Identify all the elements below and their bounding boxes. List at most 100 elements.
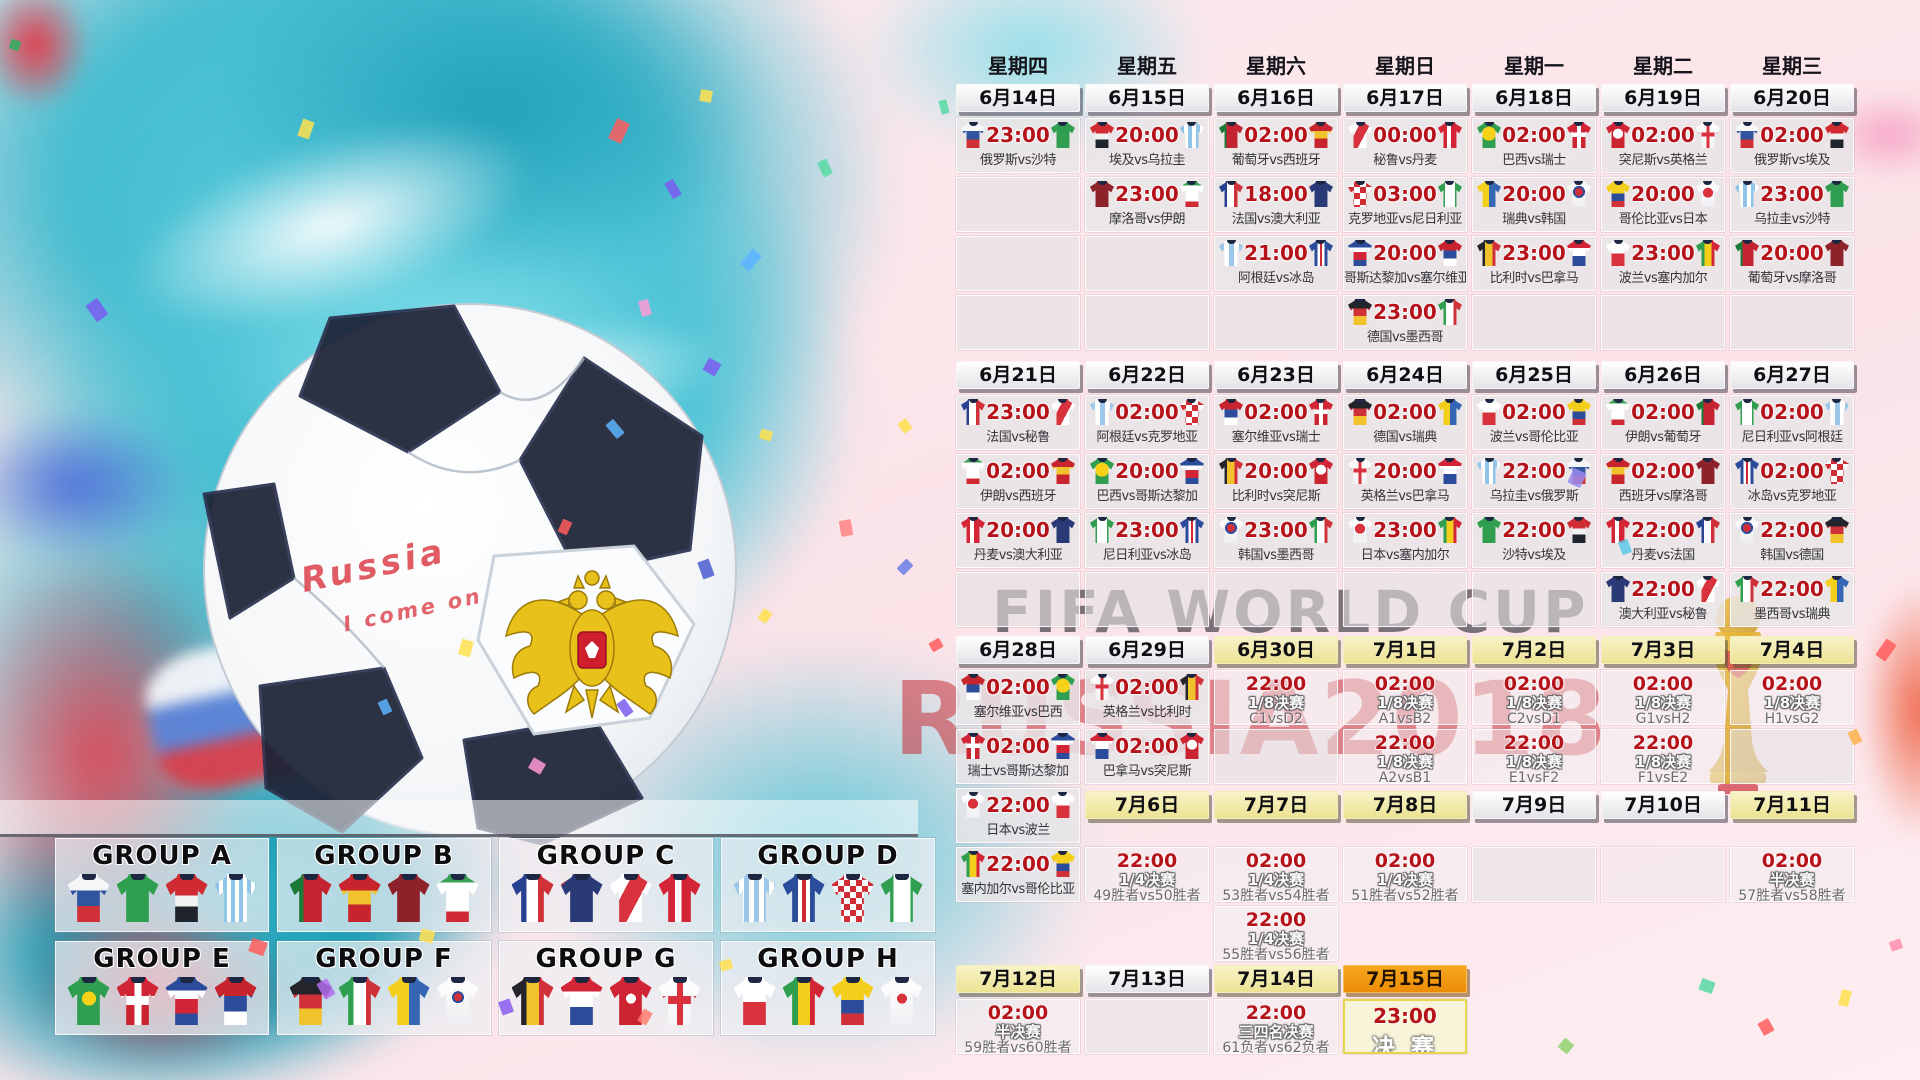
match-top-row: 20:00 bbox=[1602, 178, 1724, 207]
date-header: 7月15日 bbox=[1343, 965, 1467, 993]
match-name: 摩洛哥vs伊朗 bbox=[1109, 212, 1185, 227]
match-top-row: 21:00 bbox=[1215, 237, 1337, 266]
match-cell: 20:00 埃及vs乌拉圭 bbox=[1085, 118, 1209, 173]
jersey-collar bbox=[1097, 674, 1107, 678]
match-time: 20:00 bbox=[1244, 459, 1308, 483]
match-time: 02:00 bbox=[1244, 123, 1308, 147]
match-top-row: 22:00 bbox=[1602, 573, 1724, 602]
knockout-time: 02:00 bbox=[1374, 850, 1436, 872]
home-jersey-icon bbox=[1606, 576, 1630, 602]
match-top-row: 22:00 bbox=[1731, 573, 1853, 602]
jersey-collar bbox=[845, 874, 860, 880]
home-jersey-icon bbox=[1090, 674, 1114, 700]
date-header: 6月24日 bbox=[1343, 361, 1467, 389]
knockout-stage: 1/8决赛 bbox=[1376, 753, 1434, 771]
knockout-time: 02:00 bbox=[1503, 673, 1565, 695]
jersey-collar bbox=[1703, 576, 1713, 580]
match-name: 葡萄牙vs摩洛哥 bbox=[1747, 271, 1837, 286]
knockout-stage: 1/4决赛 bbox=[1247, 871, 1305, 889]
date-header: 6月28日 bbox=[956, 636, 1080, 664]
knockout-time: 02:00 bbox=[1245, 850, 1307, 872]
home-jersey-icon bbox=[1606, 181, 1630, 207]
weekday-label: 星期二 bbox=[1633, 54, 1693, 78]
match-cell: 02:00 瑞士vs哥斯达黎加 bbox=[956, 729, 1080, 784]
jersey-collar bbox=[1484, 399, 1494, 403]
group-row: GROUP E GROUP F GROUP G GROUP H bbox=[55, 941, 935, 1035]
away-jersey-icon bbox=[1050, 517, 1075, 543]
empty-cell bbox=[956, 236, 1080, 291]
match-name: 澳大利亚vs秘鲁 bbox=[1618, 607, 1708, 622]
date-header: 6月14日 bbox=[956, 84, 1080, 112]
home-jersey-icon bbox=[1090, 733, 1114, 759]
jersey-collar bbox=[1058, 517, 1068, 521]
match-name: 丹麦vs法国 bbox=[1631, 548, 1695, 563]
jersey-collar bbox=[525, 874, 540, 880]
weekday-label: 星期一 bbox=[1504, 54, 1564, 78]
home-jersey-icon bbox=[1348, 181, 1372, 207]
russia-eagle-emblem bbox=[504, 570, 680, 719]
group-jerseys bbox=[56, 874, 268, 922]
jersey-collar bbox=[1316, 458, 1326, 462]
knockout-teams: E1vsF2 bbox=[1508, 770, 1560, 784]
jersey-collar bbox=[1574, 458, 1584, 462]
match-time: 22:00 bbox=[1760, 577, 1824, 601]
match-cell: 02:00 波兰vs哥伦比亚 bbox=[1472, 395, 1596, 450]
team-jersey-icon bbox=[782, 977, 825, 1025]
match-top-row: 23:00 bbox=[1215, 514, 1337, 543]
knockout-stage: 1/4决赛 bbox=[1247, 930, 1305, 948]
group-jerseys bbox=[278, 977, 490, 1025]
match-time: 18:00 bbox=[1244, 182, 1308, 206]
match-name: 日本vs波兰 bbox=[986, 823, 1050, 838]
home-jersey-icon bbox=[961, 851, 985, 877]
match-top-row: 20:00 bbox=[1344, 237, 1466, 266]
match-time: 22:00 bbox=[986, 852, 1050, 876]
weekday-label: 星期六 bbox=[1246, 54, 1306, 78]
jersey-collar bbox=[450, 977, 465, 983]
empty-cell bbox=[1214, 572, 1338, 627]
jersey-collar bbox=[1484, 122, 1494, 126]
match-top-row: 22:00 bbox=[1731, 514, 1853, 543]
jersey-collar bbox=[130, 874, 145, 880]
jersey-collar bbox=[1445, 458, 1455, 462]
final-label: 决 赛 bbox=[1371, 1035, 1438, 1054]
group-label: GROUP F bbox=[315, 944, 453, 974]
home-jersey-icon bbox=[1348, 240, 1372, 266]
match-time: 02:00 bbox=[1760, 123, 1824, 147]
jersey-collar bbox=[450, 874, 465, 880]
match-time: 20:00 bbox=[1502, 182, 1566, 206]
match-time: 02:00 bbox=[1502, 400, 1566, 424]
knockout-stage: 1/8决赛 bbox=[1763, 694, 1821, 712]
match-cell: 20:00 巴西vs哥斯达黎加 bbox=[1085, 454, 1209, 509]
team-jersey-icon bbox=[436, 874, 479, 922]
empty-cell bbox=[1472, 295, 1596, 350]
match-cell: 23:00 摩洛哥vs伊朗 bbox=[1085, 177, 1209, 232]
match-top-row: 02:00 bbox=[1602, 396, 1724, 425]
jersey-collar bbox=[1703, 181, 1713, 185]
cell-placeholder bbox=[1472, 999, 1596, 1054]
match-name: 埃及vs乌拉圭 bbox=[1109, 153, 1185, 168]
home-jersey-icon bbox=[1735, 399, 1759, 425]
match-top-row: 02:00 bbox=[1086, 396, 1208, 425]
team-jersey-icon bbox=[560, 977, 603, 1025]
match-cell: 21:00 阿根廷vs冰岛 bbox=[1214, 236, 1338, 291]
knockout-teams: A1vsB2 bbox=[1378, 711, 1432, 725]
match-time: 21:00 bbox=[1244, 241, 1308, 265]
knockout-time: 22:00 bbox=[1116, 850, 1178, 872]
knockout-time: 22:00 bbox=[1503, 732, 1565, 754]
jersey-collar bbox=[1226, 458, 1236, 462]
knockout-cell: 22:00 1/4决赛 49胜者vs50胜者 bbox=[1085, 847, 1209, 902]
home-jersey-icon bbox=[1735, 517, 1759, 543]
team-jersey-icon bbox=[733, 977, 776, 1025]
away-jersey-icon bbox=[1308, 122, 1333, 148]
final-cell: 23:00 决 赛 bbox=[1343, 999, 1467, 1054]
match-cell: 02:00 尼日利亚vs阿根廷 bbox=[1730, 395, 1854, 450]
away-jersey-icon bbox=[1824, 458, 1849, 484]
match-time: 02:00 bbox=[1760, 459, 1824, 483]
jersey-collar bbox=[672, 874, 687, 880]
team-jersey-icon bbox=[511, 977, 554, 1025]
empty-cell bbox=[1730, 729, 1854, 784]
match-name: 尼日利亚vs阿根廷 bbox=[1741, 430, 1843, 445]
match-time: 23:00 bbox=[986, 400, 1050, 424]
away-jersey-icon bbox=[1824, 576, 1849, 602]
